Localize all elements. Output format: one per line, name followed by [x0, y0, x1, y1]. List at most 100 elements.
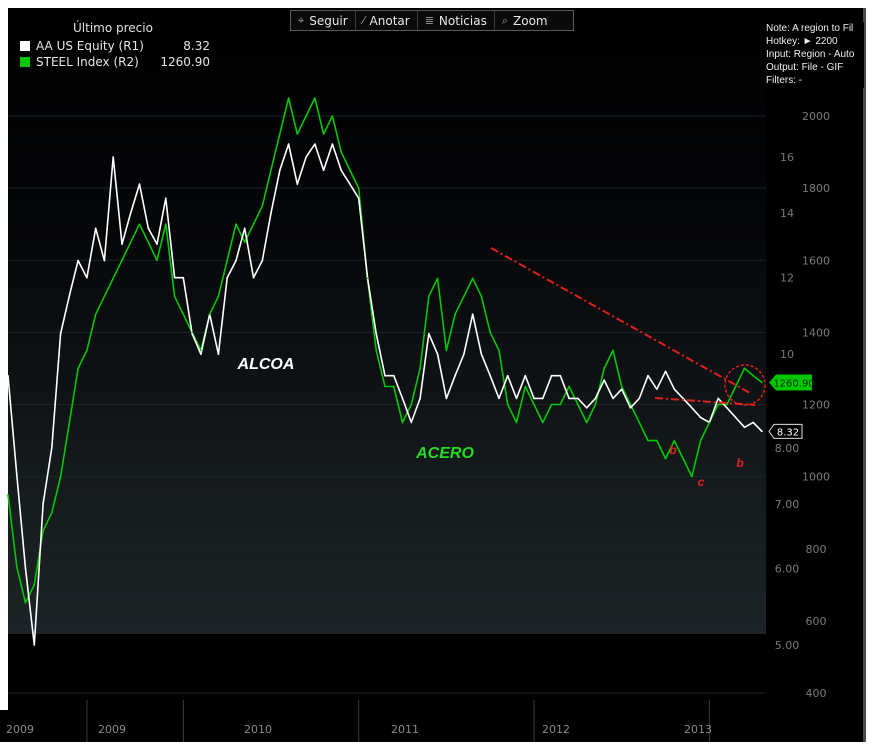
aa-point: [419, 397, 421, 400]
aa-point: [603, 379, 605, 381]
magnifier-icon: ⌕: [501, 13, 508, 27]
toolbar-button-label: Seguir: [309, 13, 348, 28]
steel-point: [480, 295, 483, 298]
y1-tick-label: 8.00: [775, 442, 800, 455]
steel-point: [270, 169, 272, 171]
y2-tick-label: 1200: [802, 399, 830, 412]
aa-point: [410, 421, 413, 424]
steel-point: [638, 421, 641, 424]
aa-point: [699, 416, 702, 419]
x-tick-label: 2012: [542, 723, 570, 736]
y1-tick-label: 12: [780, 272, 794, 285]
aa-point: [673, 388, 676, 391]
aa-point: [454, 374, 456, 377]
steel-last-tag: [769, 374, 812, 391]
steel-point: [489, 331, 492, 334]
aa-point: [340, 169, 343, 172]
aa-point: [568, 397, 570, 400]
steel-point: [314, 97, 316, 99]
aa-point: [349, 183, 351, 185]
x-tick-label: 2010: [244, 723, 272, 736]
aa-point: [629, 407, 632, 409]
steel-point: [200, 349, 202, 352]
toolbar-button-anotar[interactable]: ⁄ Anotar: [356, 11, 418, 30]
aa-point: [743, 426, 746, 429]
aa-point: [270, 212, 272, 214]
aa-point: [7, 374, 9, 377]
y2-tick-label: 2000: [802, 110, 830, 123]
aa-point: [612, 397, 614, 400]
steel-point: [664, 457, 667, 460]
y1-tick-label: 7.00: [775, 498, 800, 511]
steel-point: [463, 295, 465, 298]
steel-point: [726, 403, 728, 406]
hotkey-line: Filters: -: [766, 75, 803, 86]
toolbar-button-zoom[interactable]: ⌕ Zoom: [495, 11, 555, 30]
steel-point: [401, 421, 404, 424]
aa-point: [734, 416, 737, 419]
steel-point: [682, 457, 684, 460]
aa-point: [524, 374, 527, 377]
aa-point: [375, 332, 378, 335]
steel-point: [24, 602, 27, 604]
steel-point: [182, 313, 185, 316]
toolbar-button-label: Zoom: [513, 13, 548, 28]
aa-point: [147, 227, 150, 230]
steel-point: [112, 277, 114, 280]
lower-strip: [8, 634, 766, 710]
aa-point: [498, 397, 500, 400]
steel-point: [568, 385, 570, 388]
steel-point: [59, 475, 62, 478]
aa-point: [261, 259, 264, 262]
steel-point: [86, 349, 88, 352]
right-axis-area: [766, 8, 863, 710]
steel-point: [375, 349, 378, 352]
steel-point: [77, 367, 79, 370]
toolbar-button-noticias[interactable]: ≣ Noticias: [418, 11, 495, 30]
steel-point: [121, 259, 123, 262]
aa-point: [138, 183, 141, 185]
steel-point: [506, 403, 509, 406]
legend-series-name: STEEL Index (R2): [36, 55, 139, 69]
toolbar-button-label: Anotar: [369, 13, 410, 28]
x-tick-label: 2013: [684, 723, 712, 736]
aa-point: [682, 397, 684, 400]
steel-point: [305, 115, 307, 117]
steel-point: [594, 403, 597, 406]
steel-point: [191, 331, 193, 334]
toolbar-button-label: Noticias: [438, 13, 487, 28]
steel-point: [708, 421, 711, 424]
aa-point: [24, 567, 27, 570]
aa-point: [489, 374, 492, 377]
aa-equity-line: [7, 143, 763, 646]
steel-point: [208, 313, 211, 316]
steel-index-line: [7, 97, 763, 604]
toolbar-button-seguir[interactable]: ⌖ Seguir: [291, 11, 356, 30]
y2-tick-label: 800: [806, 543, 827, 556]
aa-point: [129, 212, 132, 214]
aa-point: [577, 397, 579, 400]
steel-point: [340, 151, 343, 153]
aa-point: [182, 276, 185, 279]
aa-point: [200, 353, 202, 356]
steel-point: [129, 241, 132, 243]
steel-point: [647, 439, 649, 442]
x-tick-label: 2011: [391, 723, 419, 736]
aa-point: [279, 169, 281, 172]
aa-point: [156, 243, 158, 245]
steel-point: [252, 223, 255, 225]
legend-item-aa: AA US Equity (R1) 8.32: [20, 39, 210, 53]
aa-point: [656, 388, 658, 391]
wave-label-c: c: [698, 475, 705, 489]
steel-point: [550, 403, 553, 406]
aa-point: [68, 294, 71, 297]
steel-point: [428, 295, 430, 298]
y2-tick-label: 1000: [802, 471, 830, 484]
hotkey-line: Input: Region - Auto: [766, 49, 855, 60]
aa-point: [647, 374, 649, 377]
legend: Último precio AA US Equity (R1) 8.32 STE…: [16, 18, 210, 73]
aa-point: [252, 276, 255, 279]
plot-area[interactable]: [8, 8, 766, 634]
